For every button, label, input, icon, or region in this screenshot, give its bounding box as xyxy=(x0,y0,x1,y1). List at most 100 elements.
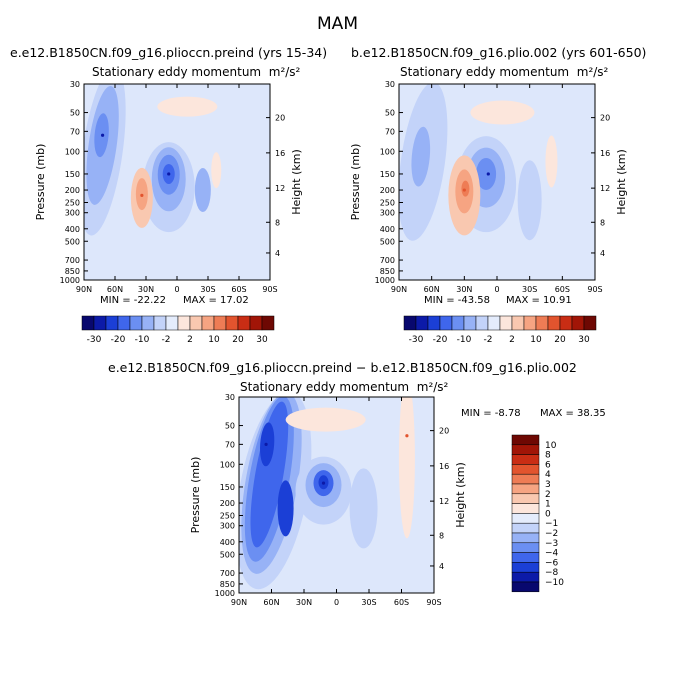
panel-2-colorbar-box xyxy=(463,315,477,331)
panel-2-colorbar-box xyxy=(475,315,489,331)
panel-3-colorbar-label: −1 xyxy=(545,519,558,529)
panel-2-colorbar-box xyxy=(583,315,597,331)
panel-1-colorbar-label: 2 xyxy=(187,335,193,345)
panel-1-neg-south xyxy=(194,168,211,213)
panel-2-colorbar-box xyxy=(403,315,417,331)
panel-1-colorbar-box xyxy=(165,315,179,331)
panel-3-colorbar-box xyxy=(511,562,540,573)
panel-1-xtick-label: 30S xyxy=(200,285,215,294)
panel-3-htick-label: 20 xyxy=(439,427,449,436)
panel-1-colorbar-box xyxy=(189,315,203,331)
panel-3-ytick-label: 700 xyxy=(220,569,235,578)
panel-2-ytick-label: 100 xyxy=(380,147,395,156)
panel-2-ytick-label: 70 xyxy=(385,127,395,136)
panel-2-feature-0 xyxy=(486,172,490,176)
panel-3-xtick-label: 90S xyxy=(426,598,441,607)
panel-1-colorbar-box xyxy=(153,315,167,331)
panel-3-ytick-label: 200 xyxy=(220,499,235,508)
panel-3-ytick-label: 400 xyxy=(220,538,235,547)
panel-2-colorbar-label: -20 xyxy=(433,335,448,345)
panel-1-feature-0 xyxy=(101,133,105,137)
panel-3-ytick-label: 500 xyxy=(220,550,235,559)
panel-1-ylabel: Pressure (mb) xyxy=(34,144,47,221)
panel-2-colorbar-box xyxy=(559,315,573,331)
panel-2-xtick-label: 0 xyxy=(494,285,499,294)
panel-3-colorbar-box xyxy=(511,581,540,593)
panel-3-colorbar-label: 2 xyxy=(545,490,551,500)
panel-3-htick-label: 4 xyxy=(439,562,444,571)
panel-1-colorbar-label: -30 xyxy=(87,335,102,345)
panel-1-ytick-label: 30 xyxy=(70,80,80,89)
panel-1-colorbar-box xyxy=(117,315,131,331)
panel-1-min-label: MIN = -22.22 xyxy=(100,295,167,306)
panel-1-feature-2 xyxy=(140,193,144,197)
panel-2-neg-trop-inner xyxy=(476,157,497,190)
panel-1-field xyxy=(84,84,270,280)
panel-3-min-label: MIN = -8.78 xyxy=(461,408,521,419)
panel-3-colorbar-label: 10 xyxy=(545,441,557,451)
panel-1-colorbar-box xyxy=(129,315,143,331)
panel-3-ytick-label: 1000 xyxy=(215,589,235,598)
panel-3-title: e.e12.B1850CN.f09_g16.plioccn.preind − b… xyxy=(108,360,577,375)
panel-3-colorbar-box xyxy=(511,503,540,514)
panel-3-colorbar-label: 6 xyxy=(545,460,551,470)
panel-3-pos-south-band xyxy=(398,397,415,539)
panel-3-xtick-label: 90N xyxy=(231,598,247,607)
figure-title: MAM xyxy=(317,14,358,34)
panel-2-xtick-label: 90S xyxy=(587,285,602,294)
panel-2-colorbar-box xyxy=(499,315,513,331)
panel-1-xtick-label: 0 xyxy=(174,285,179,294)
panel-3-subtitle: Stationary eddy momentum m²/s² xyxy=(240,380,449,394)
panel-1-ytick-label: 250 xyxy=(65,199,80,208)
panel-1-feature-1 xyxy=(167,172,171,176)
panel-2-ytick-label: 400 xyxy=(380,225,395,234)
panel-2-subtitle: Stationary eddy momentum m²/s² xyxy=(400,65,609,79)
panel-3-htick-label: 16 xyxy=(439,462,449,471)
panel-1-ytick-label: 100 xyxy=(65,147,80,156)
panel-3-xtick-label: 0 xyxy=(334,598,339,607)
panel-3-colorbar-box xyxy=(511,454,540,465)
panel-2-colorbar-box xyxy=(439,315,453,331)
panel-1-pos-south-band xyxy=(211,152,222,189)
panel-3-xtick-label: 60S xyxy=(394,598,409,607)
panel-3-colorbar-label: 1 xyxy=(545,500,551,510)
panel-2-colorbar-label: 2 xyxy=(509,335,515,345)
panel-1-htick-label: 16 xyxy=(275,149,285,158)
panel-1-colorbar-label: 30 xyxy=(256,335,268,345)
panel-1-title: e.e12.B1850CN.f09_g16.plioccn.preind (yr… xyxy=(10,45,328,60)
panel-1-colorbar-label: -20 xyxy=(111,335,126,345)
panel-2-ytick-label: 150 xyxy=(380,170,395,179)
panel-3-ytick-label: 250 xyxy=(220,512,235,521)
panel-1-htick-label: 20 xyxy=(275,114,285,123)
panel-1-xtick-label: 60S xyxy=(231,285,246,294)
panel-3-colorbar-label: 8 xyxy=(545,451,551,461)
panel-3-colorbar-box xyxy=(511,571,540,583)
panel-3-colorbar-label: −10 xyxy=(545,578,564,588)
panel-2-htick-label: 4 xyxy=(600,249,605,258)
panel-2-colorbar-box xyxy=(415,315,429,331)
panel-2-min-label: MIN = -43.58 xyxy=(424,295,491,306)
panel-3-neg-band-4 xyxy=(250,401,289,548)
panel-3-pos-upper xyxy=(285,407,366,432)
panel-3-colorbar-box xyxy=(511,522,540,534)
panel-2-neg-core-hl xyxy=(411,126,431,187)
panel-3-neg-south-deep xyxy=(349,468,378,549)
panel-1-xtick-label: 30N xyxy=(138,285,154,294)
panel-2-ytick-label: 300 xyxy=(380,209,395,218)
panel-2-field xyxy=(399,84,595,280)
panel-3-ytick-label: 50 xyxy=(225,422,235,431)
panel-3-max-label: MAX = 38.35 xyxy=(540,408,606,419)
panel-1-colorbar-label: 10 xyxy=(208,335,220,345)
panel-1-colorbar-box xyxy=(237,315,251,331)
panel-3-neg-core-2 xyxy=(277,480,294,537)
panel-3-xtick-label: 30N xyxy=(296,598,312,607)
panel-3-htick-label: 12 xyxy=(439,497,449,506)
panel-3-colorbar-label: −6 xyxy=(545,558,559,568)
panel-1-ytick-label: 50 xyxy=(70,109,80,118)
panel-2-colorbar-box xyxy=(427,315,441,331)
panel-3-colorbar-label: 3 xyxy=(545,480,551,490)
panel-2-xtick-label: 30N xyxy=(456,285,472,294)
panel-3-ytick-label: 150 xyxy=(220,483,235,492)
panel-2-colorbar-box xyxy=(571,315,585,331)
panel-2-colorbar-label: -2 xyxy=(484,335,493,345)
